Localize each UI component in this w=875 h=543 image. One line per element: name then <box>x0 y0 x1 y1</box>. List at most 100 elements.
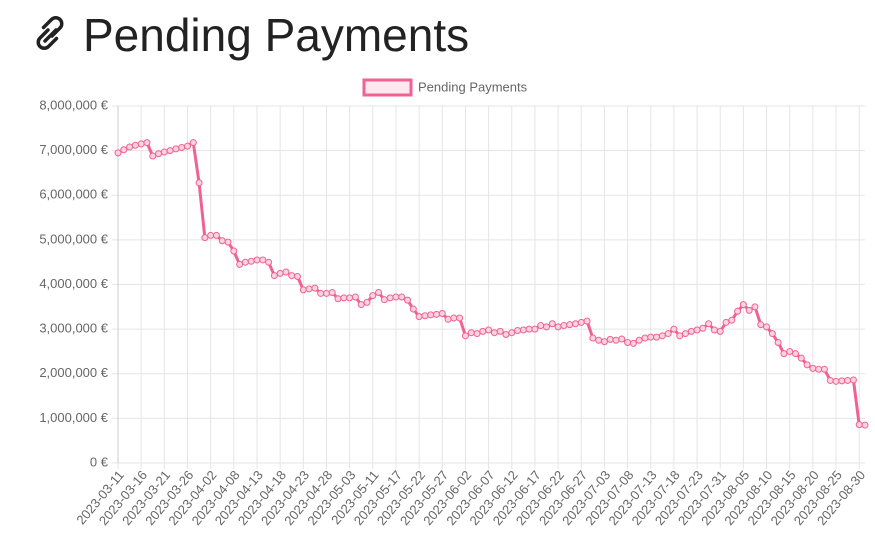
point <box>195 179 203 187</box>
point <box>114 149 122 157</box>
point <box>386 294 394 302</box>
point <box>346 294 354 302</box>
point <box>681 330 689 338</box>
point <box>305 285 313 293</box>
point <box>178 144 186 152</box>
point <box>351 293 359 301</box>
point <box>792 350 800 358</box>
point <box>612 336 620 344</box>
point <box>595 336 603 344</box>
point <box>600 338 608 346</box>
point <box>438 310 446 318</box>
point <box>236 260 244 268</box>
page-title: Pending Payments <box>83 9 469 61</box>
point <box>589 334 597 342</box>
point <box>467 329 475 337</box>
point <box>276 269 284 277</box>
point <box>687 327 695 335</box>
point <box>288 272 296 280</box>
point <box>375 289 383 297</box>
point <box>531 325 539 333</box>
point <box>537 322 545 330</box>
point <box>676 332 684 340</box>
point <box>265 258 273 266</box>
point <box>554 323 562 331</box>
point <box>780 350 788 358</box>
point <box>728 316 736 324</box>
point <box>838 377 846 385</box>
point <box>757 321 765 329</box>
point <box>809 364 817 372</box>
point <box>815 365 823 373</box>
point <box>479 327 487 335</box>
point <box>230 247 238 255</box>
y-tick-label: 6,000,000 € <box>39 187 108 202</box>
link-icon <box>36 16 64 50</box>
line <box>117 141 866 427</box>
point <box>218 237 226 245</box>
legend-label[interactable]: Pending Payments <box>418 79 528 94</box>
point <box>282 268 290 276</box>
point <box>311 284 319 292</box>
point <box>861 421 869 429</box>
y-tick-label: 5,000,000 € <box>39 231 108 246</box>
point <box>450 314 458 322</box>
point <box>664 330 672 338</box>
point <box>751 303 759 311</box>
point <box>543 323 551 331</box>
point <box>485 326 493 334</box>
point <box>253 256 261 264</box>
point <box>404 296 412 304</box>
point <box>392 293 400 301</box>
point <box>763 323 771 331</box>
point <box>519 326 527 334</box>
point <box>270 272 278 280</box>
point <box>241 258 249 266</box>
point <box>745 306 753 314</box>
point <box>432 310 440 318</box>
point <box>380 296 388 304</box>
point <box>490 329 498 337</box>
point <box>508 329 516 337</box>
point <box>317 289 325 297</box>
point <box>172 145 180 153</box>
point <box>328 289 336 297</box>
point <box>734 307 742 315</box>
y-tick-label: 4,000,000 € <box>39 276 108 291</box>
point <box>670 325 678 333</box>
point <box>826 376 834 384</box>
legend-swatch[interactable] <box>362 78 413 97</box>
point <box>722 318 730 326</box>
point <box>299 286 307 294</box>
point <box>363 298 371 306</box>
point <box>409 305 417 313</box>
point <box>635 336 643 344</box>
y-tick-label: 0 € <box>90 454 109 469</box>
point <box>641 334 649 342</box>
point <box>710 326 718 334</box>
y-tick-label: 7,000,000 € <box>39 142 108 157</box>
point <box>294 272 302 280</box>
y-tick-label: 3,000,000 € <box>39 321 108 336</box>
point <box>427 311 435 319</box>
point <box>571 320 579 328</box>
point <box>606 335 614 343</box>
point <box>699 324 707 332</box>
point <box>739 301 747 309</box>
point <box>786 347 794 355</box>
point <box>160 148 168 156</box>
point <box>259 256 267 264</box>
point <box>126 143 134 151</box>
point <box>629 339 637 347</box>
point <box>183 142 191 150</box>
point <box>131 141 139 149</box>
point <box>647 333 655 341</box>
point <box>340 294 348 302</box>
point <box>496 327 504 335</box>
point <box>143 139 151 147</box>
point <box>855 421 863 429</box>
point <box>849 376 857 384</box>
point <box>560 322 568 330</box>
point <box>155 150 163 158</box>
point <box>369 292 377 300</box>
